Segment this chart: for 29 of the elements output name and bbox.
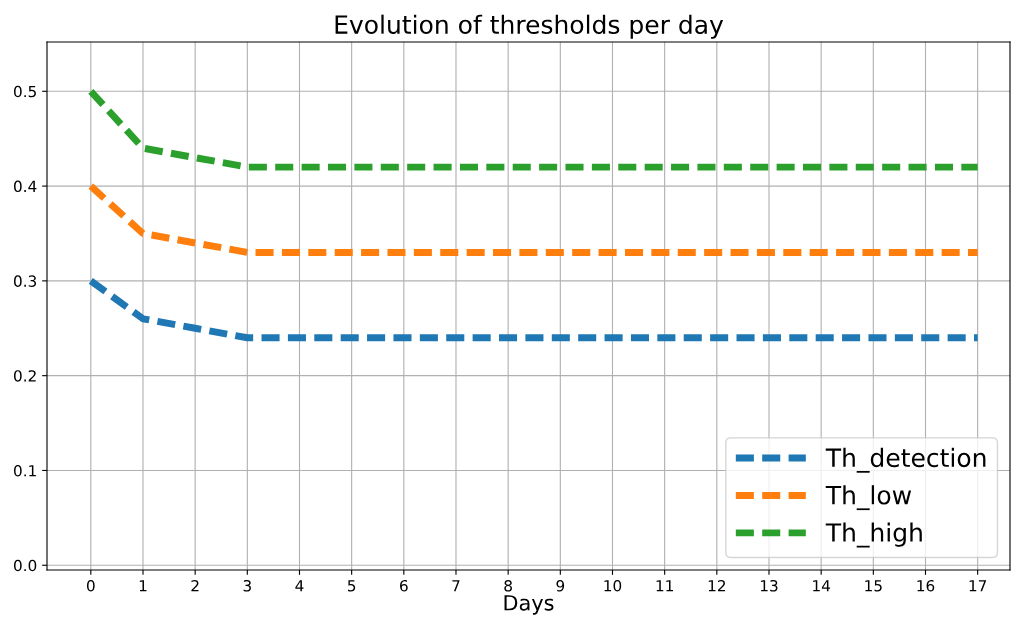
y-tick-label: 0.1: [13, 464, 36, 477]
x-tick-label: 5: [347, 580, 356, 592]
x-tick-label: 7: [452, 580, 460, 592]
x-tick-label: 14: [813, 580, 831, 592]
y-tick-label: 0.0: [13, 559, 37, 572]
x-tick-label: 0: [86, 579, 95, 592]
legend-label: Th_detection: [825, 447, 986, 473]
chart-title: Evolution of thresholds per day: [335, 14, 724, 39]
y-tick-label: 0.2: [13, 370, 36, 382]
x-tick-label: 4: [295, 580, 304, 592]
x-tick-label: 15: [865, 580, 882, 592]
x-tick-label: 16: [917, 579, 935, 592]
x-tick-label: 6: [400, 579, 408, 592]
legend-label: Th_low: [825, 485, 912, 511]
legend-label: Th_high: [825, 522, 922, 548]
x-tick-label: 1: [139, 580, 147, 592]
x-tick-label: 12: [708, 579, 726, 592]
y-tick-label: 0.3: [13, 275, 37, 287]
x-tick-label: 8: [504, 579, 512, 592]
x-tick-label: 11: [656, 580, 673, 592]
x-tick-label: 13: [760, 579, 778, 592]
y-tick-label: 0.4: [13, 180, 37, 193]
x-tick-label: 3: [243, 579, 251, 592]
x-tick-label: 17: [969, 580, 987, 592]
y-tick-label: 0.5: [13, 85, 36, 98]
x-tick-label: 2: [191, 579, 199, 592]
x-tick-label: 10: [604, 579, 622, 592]
x-axis-title: Days: [504, 595, 554, 615]
x-tick-label: 9: [556, 579, 565, 592]
